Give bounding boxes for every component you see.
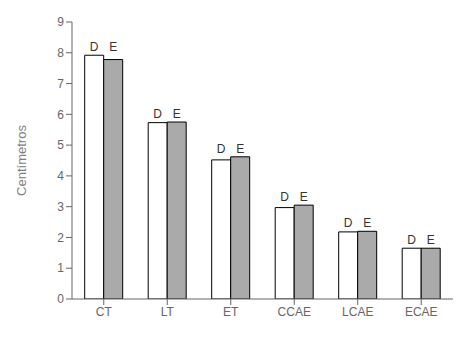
svg-text:0: 0: [57, 292, 64, 306]
svg-text:E: E: [427, 233, 435, 247]
svg-text:D: D: [344, 216, 353, 230]
svg-text:D: D: [407, 233, 416, 247]
svg-text:D: D: [217, 142, 226, 156]
svg-text:ET: ET: [223, 305, 239, 319]
svg-text:D: D: [153, 107, 162, 121]
svg-text:E: E: [236, 142, 244, 156]
svg-text:CT: CT: [96, 305, 113, 319]
svg-text:8: 8: [57, 46, 64, 60]
svg-text:9: 9: [57, 15, 64, 29]
svg-text:E: E: [363, 216, 371, 230]
svg-text:3: 3: [57, 200, 64, 214]
svg-text:LCAE: LCAE: [342, 305, 373, 319]
svg-text:D: D: [90, 40, 99, 54]
svg-text:E: E: [300, 190, 308, 204]
svg-text:D: D: [280, 190, 289, 204]
svg-text:6: 6: [57, 108, 64, 122]
svg-text:1: 1: [57, 261, 64, 275]
svg-text:4: 4: [57, 169, 64, 183]
svg-text:7: 7: [57, 77, 64, 91]
svg-text:CCAE: CCAE: [278, 305, 311, 319]
svg-text:LT: LT: [161, 305, 175, 319]
svg-text:5: 5: [57, 138, 64, 152]
svg-text:2: 2: [57, 231, 64, 245]
svg-text:Centímetros: Centímetros: [14, 125, 29, 196]
svg-text:ECAE: ECAE: [405, 305, 438, 319]
svg-text:E: E: [109, 40, 117, 54]
svg-text:E: E: [173, 107, 181, 121]
